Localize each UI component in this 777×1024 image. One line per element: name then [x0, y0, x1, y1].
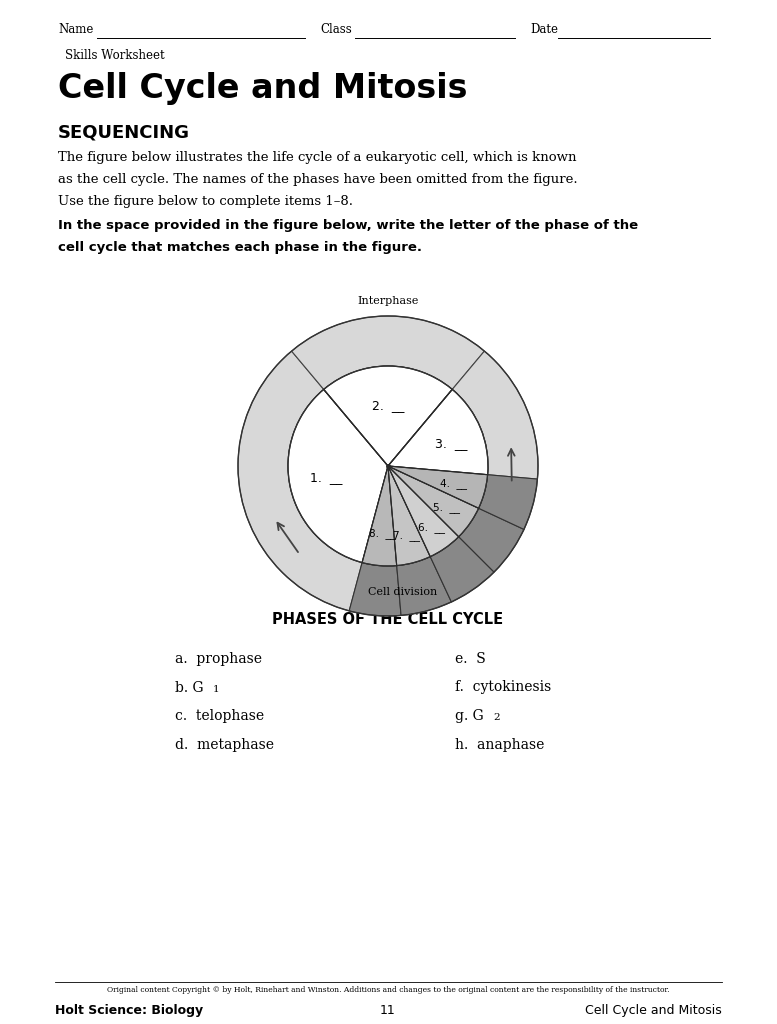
Wedge shape: [388, 389, 488, 475]
Wedge shape: [362, 466, 397, 566]
Wedge shape: [388, 466, 458, 557]
Text: g. G: g. G: [455, 709, 484, 723]
Text: 4.  __: 4. __: [441, 478, 467, 489]
Wedge shape: [349, 562, 401, 616]
Text: cell cycle that matches each phase in the figure.: cell cycle that matches each phase in th…: [58, 241, 422, 254]
Text: Interphase: Interphase: [357, 296, 419, 306]
Text: Name: Name: [58, 23, 93, 36]
Wedge shape: [291, 316, 484, 389]
Wedge shape: [288, 389, 388, 562]
Text: f.  cytokinesis: f. cytokinesis: [455, 681, 551, 694]
Text: b. G: b. G: [175, 681, 204, 694]
Wedge shape: [288, 389, 388, 562]
Text: 2: 2: [493, 713, 500, 722]
Text: Skills Worksheet: Skills Worksheet: [65, 49, 165, 62]
Text: 1.  __: 1. __: [310, 471, 343, 484]
Text: Use the figure below to complete items 1–8.: Use the figure below to complete items 1…: [58, 195, 353, 208]
Wedge shape: [388, 389, 488, 475]
Text: PHASES OF THE CELL CYCLE: PHASES OF THE CELL CYCLE: [273, 612, 503, 627]
Text: 5.  __: 5. __: [434, 502, 461, 513]
Wedge shape: [388, 466, 458, 557]
Text: as the cell cycle. The names of the phases have been omitted from the figure.: as the cell cycle. The names of the phas…: [58, 173, 577, 186]
Text: Date: Date: [530, 23, 558, 36]
Text: 1: 1: [213, 684, 220, 693]
Text: a.  prophase: a. prophase: [175, 652, 262, 666]
Wedge shape: [452, 351, 538, 479]
Text: c.  telophase: c. telophase: [175, 709, 264, 723]
Wedge shape: [324, 366, 452, 466]
Wedge shape: [458, 508, 524, 572]
Text: 2.  __: 2. __: [372, 399, 404, 413]
Wedge shape: [388, 466, 488, 508]
Wedge shape: [397, 557, 451, 615]
Text: The figure below illustrates the life cycle of a eukaryotic cell, which is known: The figure below illustrates the life cy…: [58, 151, 577, 164]
Wedge shape: [388, 466, 488, 508]
Wedge shape: [238, 351, 362, 611]
Wedge shape: [479, 475, 538, 529]
Wedge shape: [362, 466, 397, 566]
Text: 6.  __: 6. __: [417, 522, 444, 532]
Text: SEQUENCING: SEQUENCING: [58, 124, 190, 142]
Wedge shape: [388, 466, 479, 537]
Text: 11: 11: [380, 1004, 395, 1017]
Text: In the space provided in the figure below, write the letter of the phase of the: In the space provided in the figure belo…: [58, 219, 638, 232]
Text: Cell Cycle and Mitosis: Cell Cycle and Mitosis: [58, 72, 468, 105]
Text: Cell division: Cell division: [368, 587, 437, 597]
Text: e.  S: e. S: [455, 652, 486, 666]
Wedge shape: [388, 466, 430, 565]
Text: Class: Class: [320, 23, 352, 36]
Text: 8.  __: 8. __: [368, 528, 395, 540]
Wedge shape: [430, 537, 494, 602]
Text: h.  anaphase: h. anaphase: [455, 737, 545, 752]
Wedge shape: [324, 366, 452, 466]
Wedge shape: [388, 466, 430, 565]
Text: Original content Copyright © by Holt, Rinehart and Winston. Additions and change: Original content Copyright © by Holt, Ri…: [106, 986, 669, 994]
Wedge shape: [388, 466, 479, 537]
Text: 7.  __: 7. __: [393, 530, 420, 541]
Text: 3.  __: 3. __: [435, 436, 468, 450]
Text: Holt Science: Biology: Holt Science: Biology: [55, 1004, 203, 1017]
Text: Cell Cycle and Mitosis: Cell Cycle and Mitosis: [585, 1004, 722, 1017]
Text: d.  metaphase: d. metaphase: [175, 737, 274, 752]
